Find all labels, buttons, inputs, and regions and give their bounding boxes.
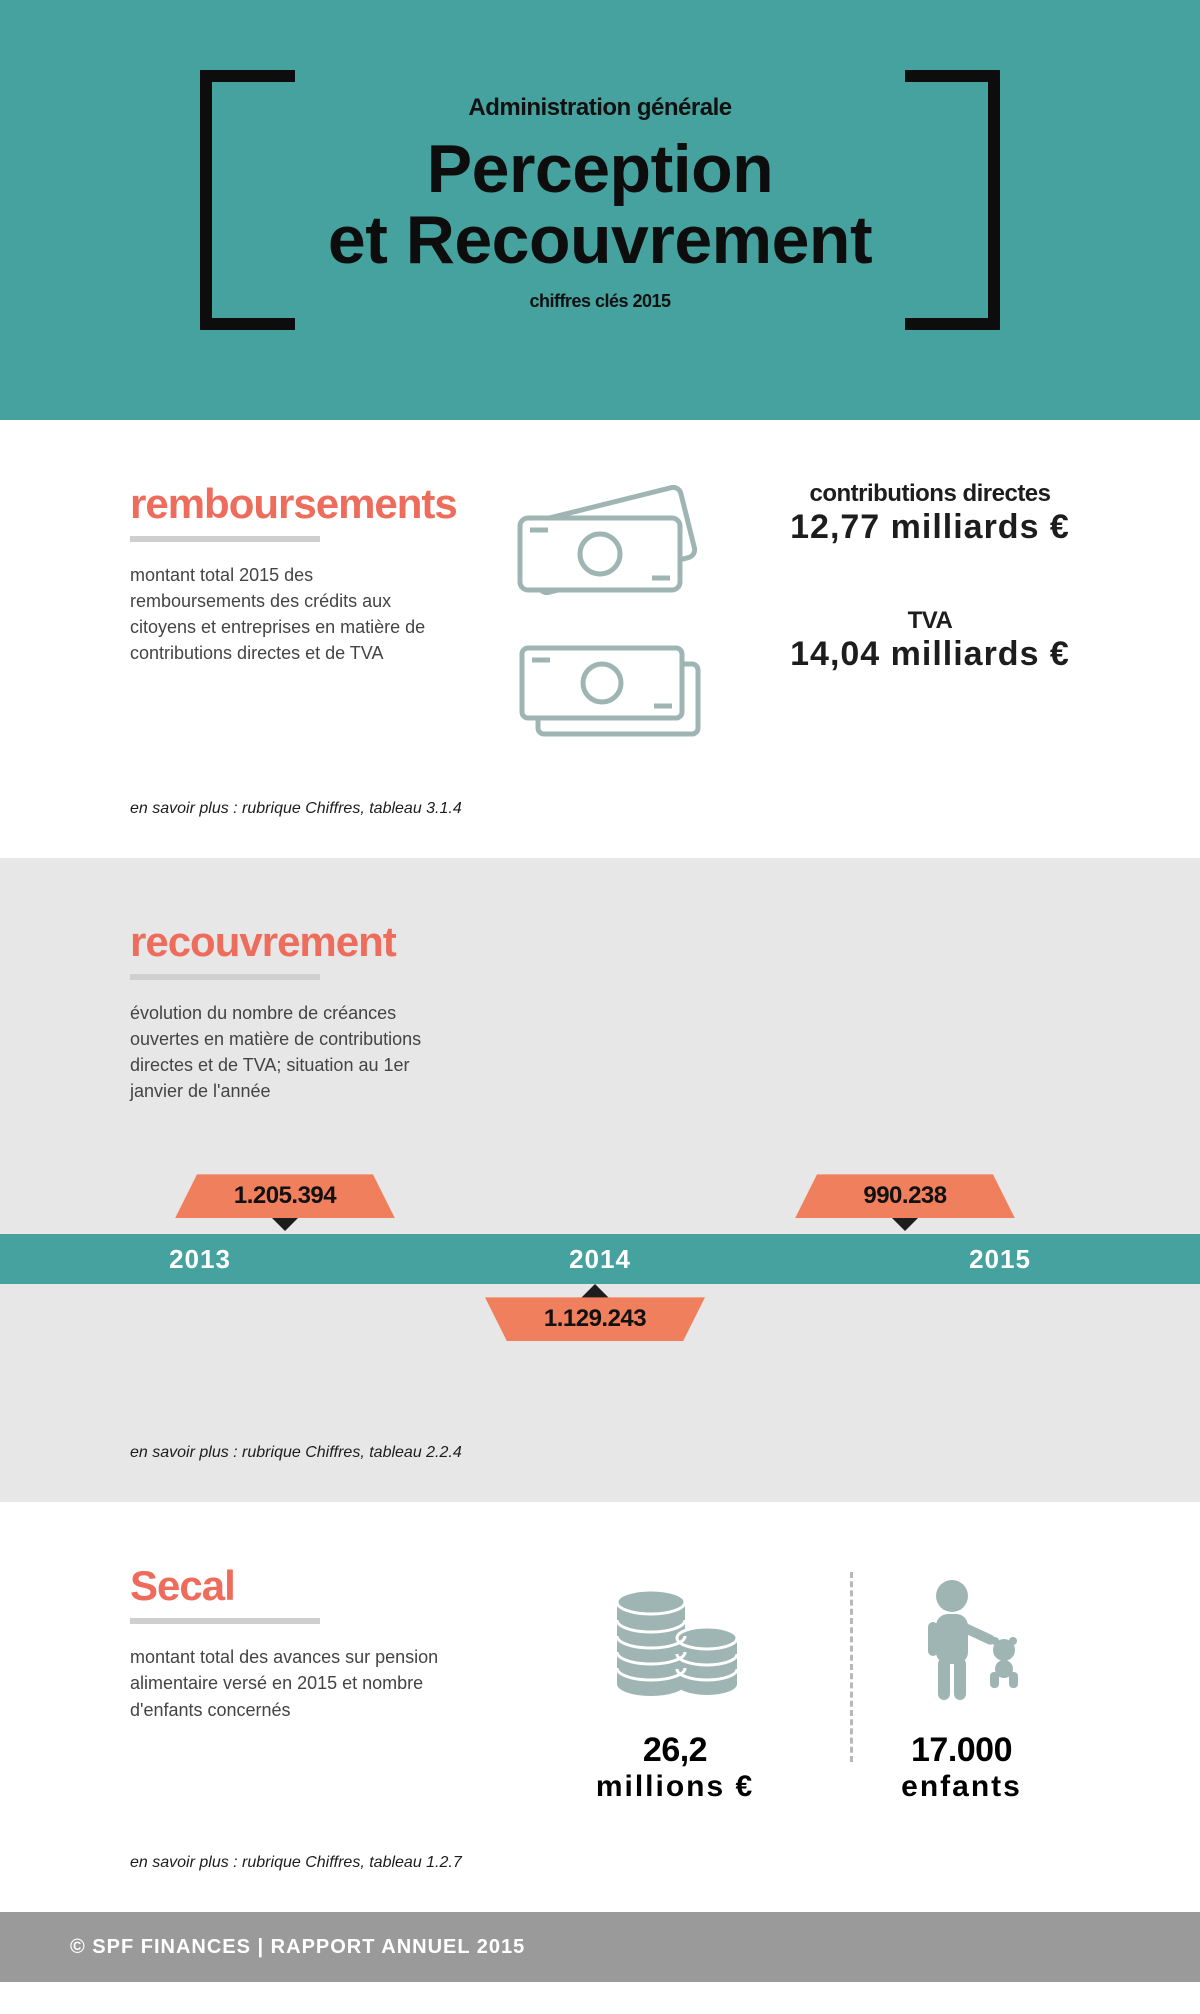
child-icon (882, 1572, 1042, 1712)
hero-title-line2: et Recouvrement (328, 202, 872, 278)
remb-stat1-value: 12,77 milliards € (790, 508, 1070, 547)
section-remboursements: remboursements montant total 2015 des re… (0, 420, 1200, 858)
secal-children-unit: enfants (853, 1770, 1070, 1804)
remb-learn-more: en savoir plus : rubrique Chiffres, tabl… (130, 800, 1070, 818)
footer: © SPF FINANCES | RAPPORT ANNUEL 2015 (0, 1912, 1200, 1982)
section-secal: Secal montant total des avances sur pens… (0, 1502, 1200, 1912)
coins-icon (595, 1572, 755, 1712)
banknote-icon (500, 630, 720, 750)
secal-title: Secal (130, 1562, 500, 1610)
remb-stat2-label: TVA (790, 607, 1070, 635)
banknote-icon (500, 480, 720, 600)
recouv-learn-more: en savoir plus : rubrique Chiffres, tabl… (130, 1444, 1070, 1462)
remb-title: remboursements (130, 480, 460, 528)
secal-children-num: 17.000 (853, 1731, 1070, 1770)
recouv-desc: évolution du nombre de créances ouvertes… (130, 1000, 450, 1104)
secal-amount-unit: millions € (500, 1770, 850, 1804)
remb-rule (130, 536, 320, 542)
recouv-title: recouvrement (130, 918, 1070, 966)
recouv-timeline: 2013 2014 2015 1.205.394 990.238 1.129.2… (0, 1144, 1200, 1364)
timeline-bar: 2013 2014 2015 (0, 1234, 1200, 1284)
timeline-point-2013: 1.205.394 (175, 1174, 395, 1231)
hero-title-line1: Perception (427, 131, 773, 207)
secal-amount-num: 26,2 (500, 1731, 850, 1770)
timeline-year: 2015 (800, 1234, 1200, 1284)
secal-learn-more: en savoir plus : rubrique Chiffres, tabl… (130, 1854, 1070, 1872)
timeline-point-2014: 1.129.243 (485, 1284, 705, 1341)
timeline-year: 2013 (0, 1234, 400, 1284)
hero-title: Perception et Recouvrement (0, 134, 1200, 277)
secal-rule (130, 1618, 320, 1624)
timeline-point-2015: 990.238 (795, 1174, 1015, 1231)
hero-tagline: chiffres clés 2015 (0, 291, 1200, 312)
timeline-year: 2014 (400, 1234, 800, 1284)
secal-desc: montant total des avances sur pension al… (130, 1644, 450, 1722)
recouv-rule (130, 974, 320, 980)
timeline-value: 990.238 (795, 1174, 1015, 1218)
hero-subtitle: Administration générale (0, 94, 1200, 122)
hero-banner: Administration générale Perception et Re… (0, 0, 1200, 420)
section-recouvrement: recouvrement évolution du nombre de créa… (0, 858, 1200, 1502)
timeline-value: 1.205.394 (175, 1174, 395, 1218)
remb-stat2-value: 14,04 milliards € (790, 635, 1070, 674)
timeline-value: 1.129.243 (485, 1297, 705, 1341)
remb-stat1-label: contributions directes (790, 480, 1070, 508)
remb-desc: montant total 2015 des remboursements de… (130, 562, 450, 666)
